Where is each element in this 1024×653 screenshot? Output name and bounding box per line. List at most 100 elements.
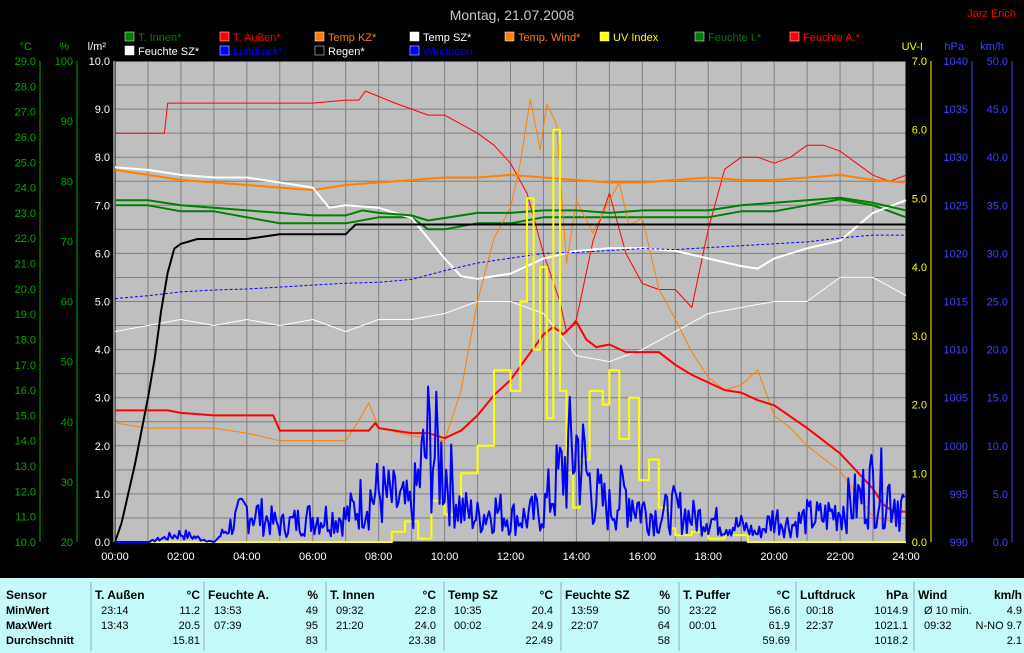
axis-tick-pressure: 1025	[944, 200, 968, 212]
stats-time: 22:07	[571, 620, 599, 632]
stats-time: 13:53	[214, 605, 242, 617]
axis-tick-wind: 5.0	[993, 489, 1008, 501]
legend-item: UV Index	[599, 31, 659, 44]
x-tick-label: 06:00	[299, 551, 327, 563]
axis-tick-temp_c: 25.0	[15, 157, 36, 169]
axis-tick-uv: 0.0	[912, 537, 927, 549]
axis-tick-pressure: 1030	[944, 152, 968, 164]
axis-tick-pressure: 990	[950, 537, 968, 549]
axis-tick-rain: 8.0	[95, 152, 110, 164]
author-label: Jarz Erich	[967, 8, 1016, 20]
axis-tick-temp_c: 10.0	[15, 537, 36, 549]
x-tick-label: 10:00	[431, 551, 459, 563]
stats-value: 50	[658, 605, 670, 617]
axis-tick-temp_c: 24.0	[15, 183, 36, 195]
stats-row-label: MaxWert	[6, 620, 52, 632]
legend-item: Feuchte SZ*	[124, 45, 200, 58]
legend-item: Feuchte I.*	[694, 31, 762, 44]
axis-tick-uv: 3.0	[912, 331, 927, 343]
axis-tick-uv: 7.0	[912, 56, 927, 68]
stats-column: T. Puffer °C 23:22 56.6 00:01 61.9 59.69	[678, 582, 791, 651]
axis-tick-temp_c: 21.0	[15, 259, 36, 271]
chart-legend: T. Innen* T. Außen* Temp KZ* Temp SZ* Temp. …	[124, 31, 861, 58]
axis-tick-pressure: 995	[950, 489, 968, 501]
plot-border	[114, 60, 907, 543]
legend-swatch	[314, 45, 325, 56]
stats-value: 22.49	[525, 635, 553, 647]
legend-swatch	[219, 45, 230, 56]
axis-tick-rain: 5.0	[95, 297, 110, 309]
axis-tick-pressure: 1000	[944, 441, 968, 453]
axis-tick-temp_c: 28.0	[15, 81, 36, 93]
axis-unit-wind: km/h	[980, 41, 1004, 53]
axis-tick-wind: 10.0	[987, 441, 1008, 453]
axis-tick-temp_c: 20.0	[15, 284, 36, 296]
axis-unit-temp_c: °C	[20, 41, 32, 53]
axis-tick-humidity: 90	[61, 116, 73, 128]
x-tick-label: 00:00	[101, 551, 129, 563]
legend-label: Temp KZ*	[328, 32, 377, 44]
x-tick-label: 24:00	[892, 551, 920, 563]
legend-item: Temp. Wind*	[504, 31, 581, 44]
stats-time: Ø 10 min.	[924, 605, 972, 617]
axis-tick-pressure: 1015	[944, 297, 968, 309]
stats-column-unit: °C	[187, 588, 201, 602]
statistics-table: Sensor MinWert MaxWert Durchschnitt T. Außen…	[0, 578, 1024, 653]
stats-time: 23:14	[101, 605, 129, 617]
axis-unit-pressure: hPa	[944, 41, 964, 53]
axis-tick-temp_c: 22.0	[15, 233, 36, 245]
axis-tick-pressure: 1005	[944, 393, 968, 405]
stats-value: 64	[658, 620, 670, 632]
axis-tick-humidity: 20	[61, 537, 73, 549]
stats-value: 24.0	[415, 620, 436, 632]
stats-value: 4.9	[1007, 605, 1022, 617]
axis-tick-rain: 4.0	[95, 345, 110, 357]
stats-column-unit: hPa	[886, 588, 908, 602]
legend-swatch	[599, 31, 610, 42]
axis-tick-wind: 20.0	[987, 345, 1008, 357]
stats-column-title: T. Außen	[95, 588, 145, 602]
axis-tick-wind: 40.0	[987, 152, 1008, 164]
legend-swatch	[409, 45, 420, 56]
chart-axes: °C 29.0 28.0 27.0 26.0 25.0 24.0 23.0 22.0 21.0 20…	[15, 41, 1013, 563]
stats-time: 09:32	[924, 620, 952, 632]
series-feuchte_sz	[114, 276, 907, 363]
legend-swatch	[694, 31, 705, 42]
stats-time: 00:01	[689, 620, 717, 632]
axis-tick-rain: 2.0	[95, 441, 110, 453]
stats-time: 09:32	[336, 605, 364, 617]
axis-tick-wind: 25.0	[987, 297, 1008, 309]
stats-value: 95	[306, 620, 318, 632]
legend-swatch	[124, 45, 135, 56]
stats-column-unit: °C	[423, 588, 437, 602]
stats-column-unit: km/h	[994, 588, 1022, 602]
axis-unit-uv: UV-I	[902, 41, 923, 53]
stats-value: 11.2	[179, 605, 200, 617]
stats-value: 1018.2	[874, 635, 908, 647]
stats-value: 1021.1	[874, 620, 908, 632]
stats-time: 13:43	[101, 620, 129, 632]
stats-value: 20.5	[179, 620, 200, 632]
axis-tick-pressure: 1010	[944, 345, 968, 357]
x-tick-label: 08:00	[365, 551, 393, 563]
stats-column-unit: °C	[777, 588, 791, 602]
legend-item: T. Innen*	[124, 31, 182, 44]
stats-time: 00:02	[454, 620, 482, 632]
stats-value: 2.1	[1007, 635, 1022, 647]
x-tick-label: 16:00	[629, 551, 657, 563]
legend-label: T. Außen*	[233, 32, 281, 44]
legend-item: Windböen	[409, 45, 473, 58]
series-regen	[114, 223, 906, 543]
axis-tick-humidity: 60	[61, 297, 73, 309]
stats-column-title: Wind	[918, 588, 947, 602]
series-temp_sz	[114, 166, 907, 280]
series-luftdruck	[114, 234, 906, 300]
stats-row-label: MinWert	[6, 605, 50, 617]
axis-tick-wind: 35.0	[987, 200, 1008, 212]
axis-tick-rain: 3.0	[95, 393, 110, 405]
x-tick-label: 02:00	[167, 551, 195, 563]
axis-tick-wind: 50.0	[987, 56, 1008, 68]
axis-tick-uv: 4.0	[912, 262, 927, 274]
stats-column: T. Außen °C 23:14 11.2 13:43 20.5 15.81	[90, 582, 201, 651]
